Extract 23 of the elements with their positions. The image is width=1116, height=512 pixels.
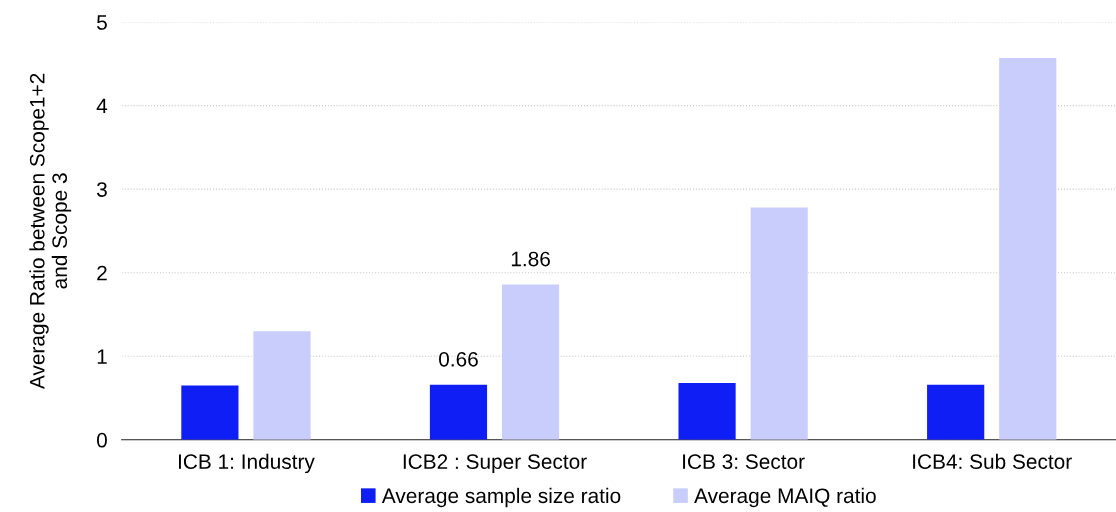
bar bbox=[927, 384, 985, 440]
bar bbox=[501, 284, 560, 440]
bar bbox=[999, 57, 1057, 440]
x-tick-label: ICB 3: Sector bbox=[683, 454, 805, 469]
y-tick-label: 4 bbox=[96, 98, 108, 114]
bar bbox=[750, 207, 808, 440]
y-axis-title: Average Ratio between Scope1+2 and Scope 3 bbox=[29, 73, 72, 390]
bar bbox=[253, 331, 311, 440]
bar bbox=[429, 384, 488, 440]
x-tick-label: ICB2 : Super Sector bbox=[403, 454, 587, 474]
y-tick-label: 1 bbox=[97, 349, 107, 364]
y-tick-label: 2 bbox=[97, 265, 107, 281]
y-tick-label: 0 bbox=[96, 432, 107, 448]
x-tick-label: ICB4: Sub Sector bbox=[913, 453, 1072, 469]
bar bbox=[678, 382, 736, 440]
data-label: 1.86 bbox=[511, 251, 550, 267]
legend-label: Average MAIQ ratio bbox=[694, 487, 876, 508]
bar bbox=[181, 385, 239, 440]
data-label: 0.66 bbox=[439, 351, 478, 367]
legend-label: Average sample size ratio bbox=[381, 487, 621, 508]
x-tick-label: ICB 1: Industry bbox=[178, 453, 315, 474]
y-tick-label: 3 bbox=[96, 182, 107, 197]
y-tick-label: 5 bbox=[97, 15, 107, 30]
